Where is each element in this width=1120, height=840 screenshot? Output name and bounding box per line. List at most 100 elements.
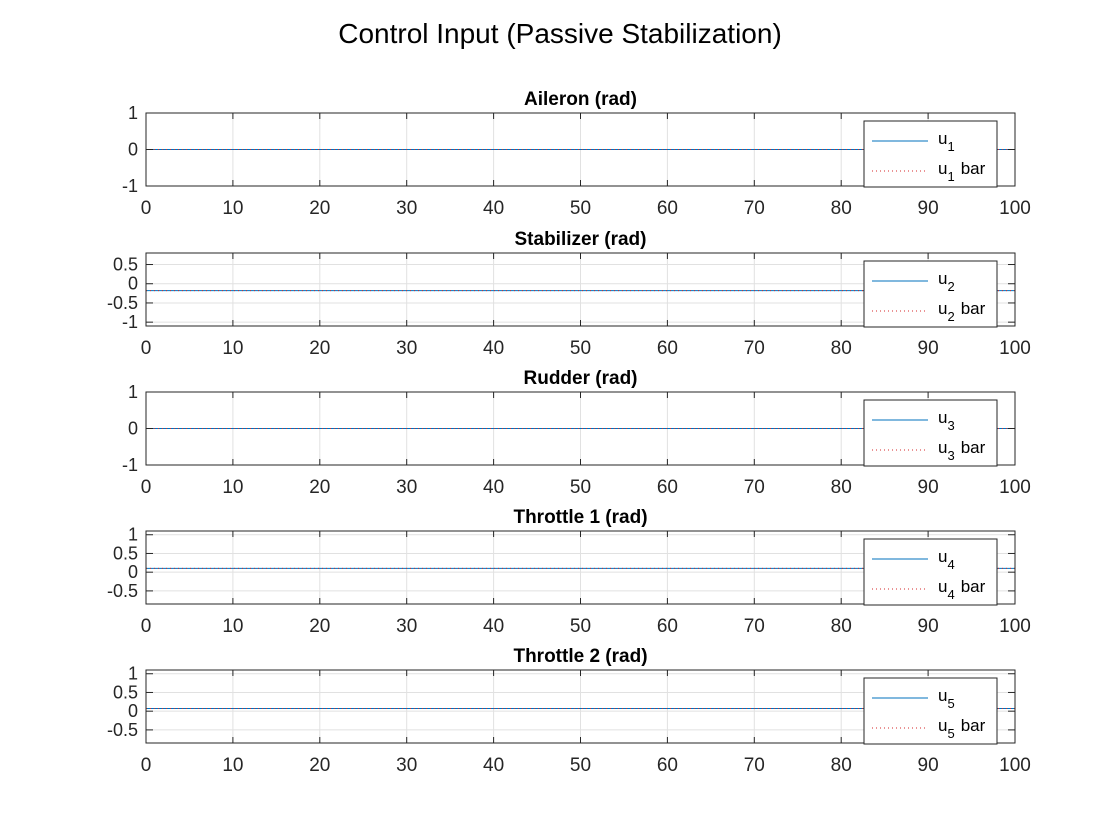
legend-label-subscript: 2 <box>947 309 954 324</box>
x-tick-label: 90 <box>918 477 939 498</box>
y-tick-label: 0.5 <box>113 543 138 563</box>
x-tick-label: 90 <box>918 755 939 776</box>
x-tick-label: 50 <box>570 198 591 219</box>
legend-label-base: u <box>938 129 947 148</box>
legend: u1u1 bar <box>864 121 997 187</box>
y-tick-label: 1 <box>128 664 138 684</box>
x-tick-label: 80 <box>831 198 852 219</box>
y-tick-label: -0.5 <box>107 720 138 740</box>
legend-label-suffix: bar <box>961 299 986 318</box>
x-tick-label: 50 <box>570 338 591 359</box>
legend-label-subscript: 4 <box>947 557 954 572</box>
legend-label-base: u <box>938 716 947 735</box>
x-tick-label: 70 <box>744 338 765 359</box>
legend-label-subscript: 3 <box>947 448 954 463</box>
legend-label-base: u <box>938 547 947 566</box>
x-tick-label: 60 <box>657 616 678 637</box>
y-tick-label: 0 <box>128 140 138 160</box>
legend-label-subscript: 3 <box>947 418 954 433</box>
subplot-5: Throttle 2 (rad)0 10 20 30 40 50 60 70 80 90 10010… <box>107 646 1031 776</box>
legend-label-subscript: 1 <box>947 169 954 184</box>
y-tick-label: -1 <box>122 312 138 332</box>
y-tick-label: 0.5 <box>113 682 138 702</box>
y-tick-label: -1 <box>122 176 138 196</box>
subplot-title: Throttle 1 (rad) <box>513 507 647 528</box>
subplot-title: Throttle 2 (rad) <box>513 646 647 667</box>
legend-label-base: u <box>938 577 947 596</box>
x-tick-label: 60 <box>657 477 678 498</box>
x-tick-label: 10 <box>222 477 243 498</box>
x-tick-label: 70 <box>744 477 765 498</box>
x-tick-label: 90 <box>918 616 939 637</box>
x-tick-label: 90 <box>918 338 939 359</box>
x-tick-label: 40 <box>483 338 504 359</box>
x-tick-label: 100 <box>999 755 1031 776</box>
y-tick-label: -0.5 <box>107 581 138 601</box>
x-tick-label: 100 <box>999 616 1031 637</box>
legend-label-subscript: 2 <box>947 279 954 294</box>
legend-label-subscript: 1 <box>947 139 954 154</box>
x-tick-label: 0 <box>141 198 152 219</box>
x-tick-label: 0 <box>141 755 152 776</box>
x-tick-label: 30 <box>396 616 417 637</box>
x-tick-label: 90 <box>918 198 939 219</box>
legend-label-base: u <box>938 438 947 457</box>
x-tick-label: 80 <box>831 338 852 359</box>
x-tick-label: 20 <box>309 338 330 359</box>
x-tick-label: 60 <box>657 198 678 219</box>
subplot-title: Rudder (rad) <box>524 368 638 389</box>
x-tick-label: 0 <box>141 616 152 637</box>
legend-label-subscript: 5 <box>947 726 954 741</box>
x-tick-label: 50 <box>570 616 591 637</box>
x-tick-label: 20 <box>309 477 330 498</box>
x-tick-label: 80 <box>831 755 852 776</box>
y-tick-label: 0 <box>128 419 138 439</box>
legend-label-base: u <box>938 408 947 427</box>
x-tick-label: 0 <box>141 477 152 498</box>
legend-label-base: u <box>938 299 947 318</box>
x-tick-label: 80 <box>831 477 852 498</box>
legend-label-suffix: bar <box>961 577 986 596</box>
y-tick-label: 0.5 <box>113 255 138 275</box>
subplot-title: Stabilizer (rad) <box>515 229 647 250</box>
x-tick-label: 40 <box>483 616 504 637</box>
x-tick-label: 30 <box>396 338 417 359</box>
y-tick-label: -0.5 <box>107 293 138 313</box>
subplot-1: Aileron (rad)0 10 20 30 40 50 60 70 80 90 100-101u… <box>122 89 1031 219</box>
subplot-title: Aileron (rad) <box>524 89 637 110</box>
x-tick-label: 30 <box>396 477 417 498</box>
legend-label-suffix: bar <box>961 159 986 178</box>
legend-label-suffix: bar <box>961 716 986 735</box>
legend-label-subscript: 5 <box>947 696 954 711</box>
y-tick-label: 0 <box>128 562 138 582</box>
x-tick-label: 40 <box>483 755 504 776</box>
legend-label-base: u <box>938 686 947 705</box>
x-tick-label: 50 <box>570 755 591 776</box>
x-tick-label: 100 <box>999 338 1031 359</box>
subplot-4: Throttle 1 (rad)0 10 20 30 40 50 60 70 80 90 10010… <box>107 507 1031 637</box>
x-tick-label: 40 <box>483 198 504 219</box>
x-tick-label: 50 <box>570 477 591 498</box>
legend-label-suffix: bar <box>961 438 986 457</box>
y-tick-label: 0 <box>128 701 138 721</box>
legend-label-base: u <box>938 159 947 178</box>
subplot-2: Stabilizer (rad)0 10 20 30 40 50 60 70 80 90 1000.… <box>107 229 1031 359</box>
legend-label-base: u <box>938 269 947 288</box>
x-tick-label: 60 <box>657 338 678 359</box>
x-tick-label: 70 <box>744 755 765 776</box>
x-tick-label: 100 <box>999 198 1031 219</box>
x-tick-label: 100 <box>999 477 1031 498</box>
x-tick-label: 20 <box>309 616 330 637</box>
x-tick-label: 20 <box>309 755 330 776</box>
x-tick-label: 0 <box>141 338 152 359</box>
x-tick-label: 10 <box>222 755 243 776</box>
x-tick-label: 80 <box>831 616 852 637</box>
y-tick-label: 1 <box>128 382 138 402</box>
y-tick-label: 1 <box>128 103 138 123</box>
